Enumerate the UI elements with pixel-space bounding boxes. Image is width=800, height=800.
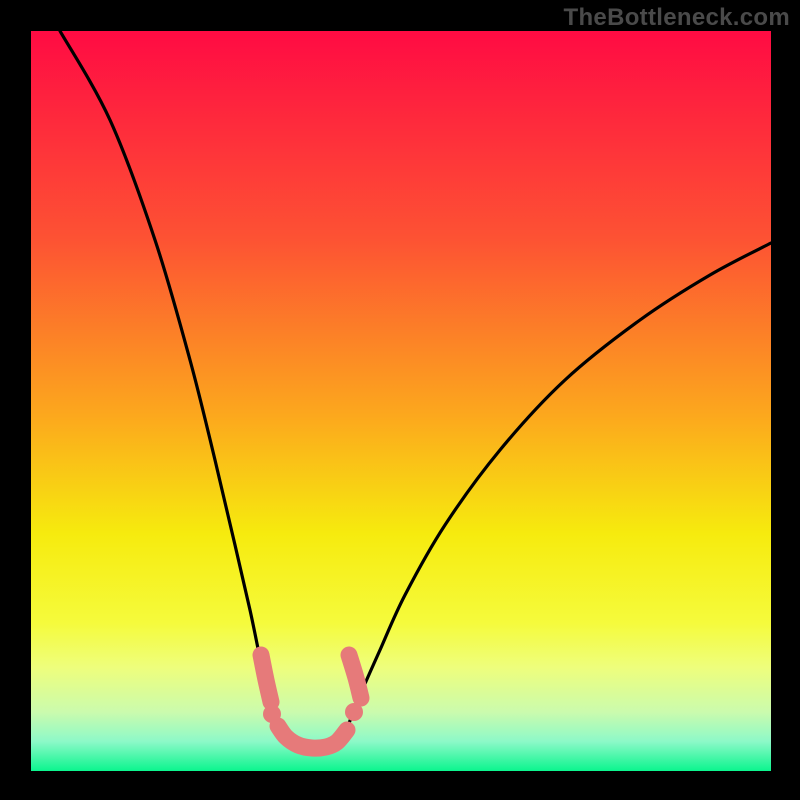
highlight-segment-left bbox=[261, 655, 271, 702]
highlight-segment-right bbox=[349, 655, 361, 698]
plot-background-gradient bbox=[31, 31, 771, 771]
attribution-label: TheBottleneck.com bbox=[564, 4, 790, 32]
chart-root: TheBottleneck.com bbox=[0, 0, 800, 800]
chart-svg bbox=[0, 0, 800, 800]
highlight-dot bbox=[263, 705, 281, 723]
highlight-dot bbox=[345, 703, 363, 721]
